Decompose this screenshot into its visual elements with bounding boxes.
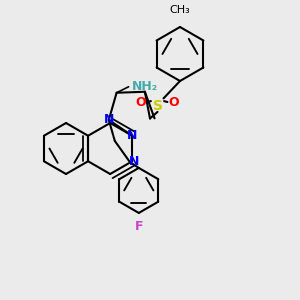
Text: O: O (169, 95, 179, 109)
Text: N: N (103, 113, 114, 126)
Text: O: O (136, 95, 146, 109)
Text: N: N (129, 155, 139, 168)
Text: CH₃: CH₃ (169, 5, 190, 15)
Text: F: F (135, 220, 143, 232)
Text: S: S (152, 100, 163, 113)
Text: NH₂: NH₂ (132, 80, 158, 93)
Text: N: N (127, 129, 137, 142)
